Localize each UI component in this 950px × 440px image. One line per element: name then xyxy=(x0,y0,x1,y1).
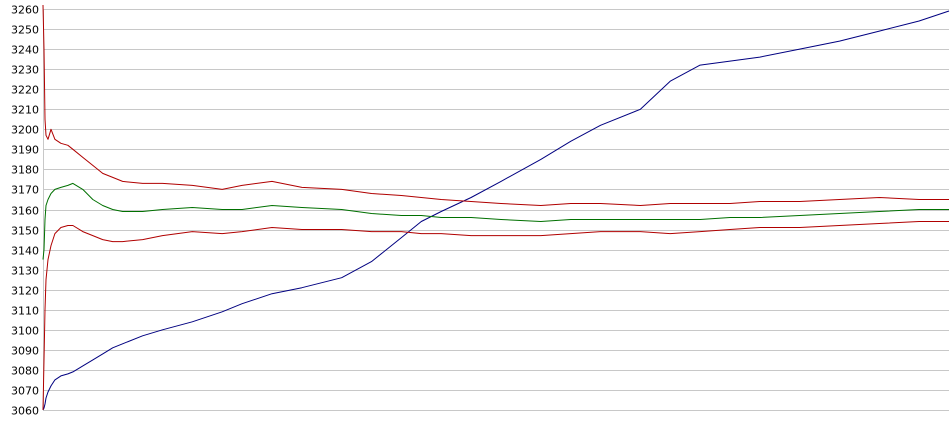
y-tick-label: 3210 xyxy=(11,104,39,117)
y-tick-label: 3120 xyxy=(11,285,39,298)
y-tick-label: 3220 xyxy=(11,84,39,97)
y-tick-label: 3190 xyxy=(11,144,39,157)
series-line-3 xyxy=(42,182,949,260)
y-tick-label: 3150 xyxy=(11,225,39,238)
y-tick-label: 3230 xyxy=(11,64,39,77)
y-tick-label: 3110 xyxy=(11,305,39,318)
y-tick-label: 3140 xyxy=(11,245,39,258)
y-tick-label: 3090 xyxy=(11,345,39,358)
y-tick-label: 3170 xyxy=(11,184,39,197)
y-tick-label: 3240 xyxy=(11,44,39,57)
y-tick-label: 3250 xyxy=(11,24,39,37)
y-tick-label: 3260 xyxy=(11,4,39,17)
y-tick-label: 3180 xyxy=(11,164,39,177)
series-line-1 xyxy=(42,10,950,411)
y-tick-label: 3060 xyxy=(11,405,39,418)
series-lines xyxy=(42,4,950,411)
series-line-4 xyxy=(42,221,949,411)
gridlines xyxy=(43,9,949,411)
y-tick-label: 3070 xyxy=(11,385,39,398)
y-tick-label: 3160 xyxy=(11,205,39,218)
y-tick-labels: 3060 3070 3080 3090 3100 3110 3120 3130 3140 3150… xyxy=(11,4,39,418)
series-line-2 xyxy=(42,4,949,206)
y-tick-label: 3100 xyxy=(11,325,39,338)
y-tick-label: 3080 xyxy=(11,365,39,378)
y-tick-label: 3200 xyxy=(11,124,39,137)
y-tick-label: 3130 xyxy=(11,265,39,278)
